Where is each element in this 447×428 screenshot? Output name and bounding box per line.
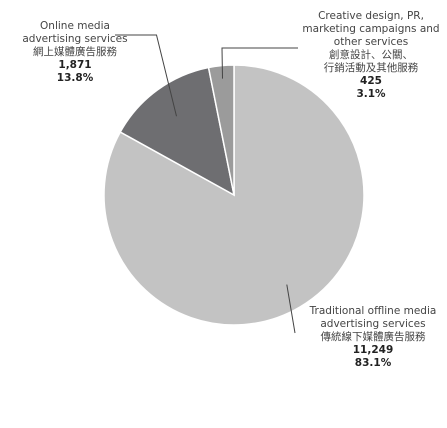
label-traditional-en-line-2: advertising services xyxy=(320,318,426,330)
label-traditional-percent: 83.1% xyxy=(354,357,392,369)
label-online-value: 1,871 xyxy=(58,59,92,71)
pie-slice-online-media xyxy=(119,66,236,197)
label-creative-en-line-2: marketing campaigns and xyxy=(302,23,440,35)
label-traditional-value: 11,249 xyxy=(352,344,394,356)
label-creative-en-line-1: Creative design, PR, xyxy=(318,10,424,22)
leader-line-creative-design xyxy=(221,47,298,79)
label-creative-en-line-3: other services xyxy=(333,36,409,48)
label-creative-percent: 3.1% xyxy=(356,88,386,100)
pie-slice-traditional-media xyxy=(103,64,365,326)
label-creative-zh-line-2: 行銷活動及其他服務 xyxy=(323,62,419,74)
label-traditional-en-line-1: Traditional offline media xyxy=(309,305,437,317)
label-online-media: Online media advertising services 網上媒體廣告… xyxy=(0,20,150,85)
label-creative-design: Creative design, PR, marketing campaigns… xyxy=(296,10,446,101)
leader-line-traditional-media xyxy=(286,284,296,334)
label-creative-value: 425 xyxy=(360,75,382,87)
pie-slice-creative-design xyxy=(207,64,235,196)
leader-line-online-media xyxy=(115,34,177,117)
label-traditional-media: Traditional offline media advertising se… xyxy=(299,305,447,370)
label-traditional-zh-line-1: 傳統線下媒體廣告服務 xyxy=(320,331,426,343)
label-online-zh-line-1: 網上媒體廣告服務 xyxy=(33,46,117,58)
label-online-percent: 13.8% xyxy=(56,72,94,84)
label-creative-zh-line-1: 創意設計、公關、 xyxy=(329,49,413,61)
label-online-en-line-2: advertising services xyxy=(22,33,128,45)
label-online-en-line-1: Online media xyxy=(40,20,110,32)
